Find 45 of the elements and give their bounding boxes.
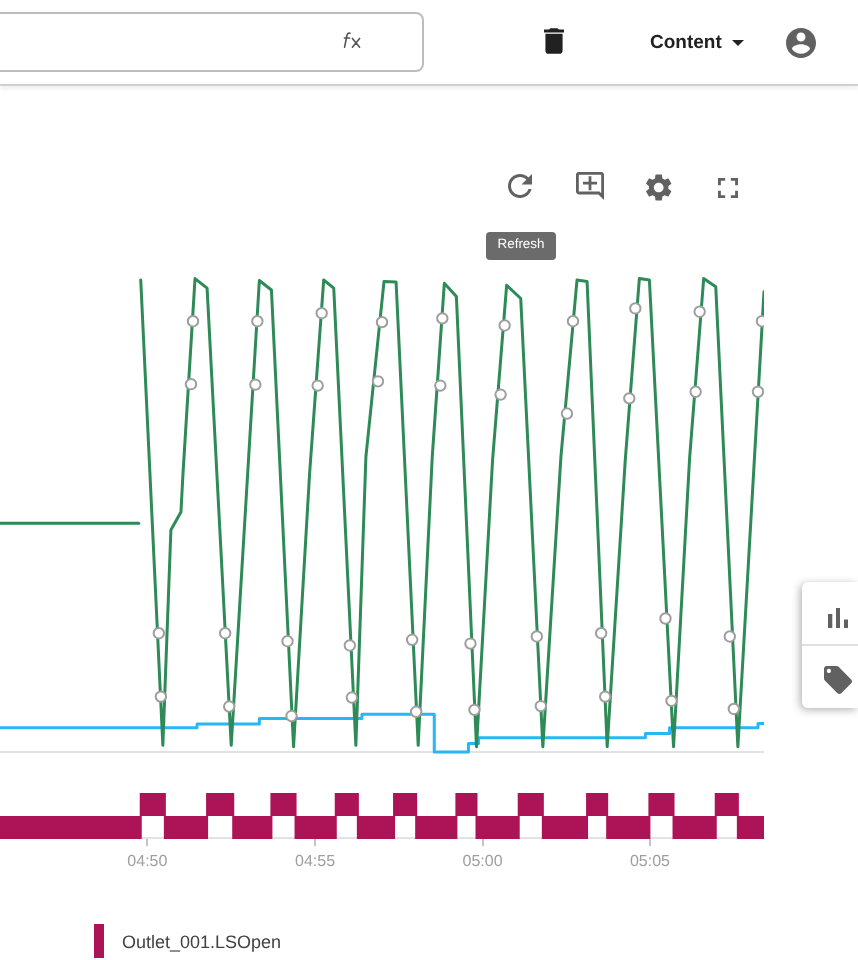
point bbox=[494, 388, 507, 401]
x-tick-label: 04:50 bbox=[127, 852, 169, 871]
point bbox=[311, 379, 324, 392]
point bbox=[285, 709, 298, 723]
point bbox=[751, 385, 764, 398]
point bbox=[315, 306, 328, 320]
point bbox=[723, 630, 737, 643]
point bbox=[371, 375, 385, 388]
point bbox=[530, 630, 544, 643]
point bbox=[409, 705, 423, 718]
point bbox=[343, 639, 357, 652]
point bbox=[436, 312, 449, 325]
point bbox=[566, 315, 580, 328]
x-tick-label: 05:05 bbox=[629, 852, 672, 871]
point bbox=[534, 699, 548, 713]
point bbox=[152, 626, 166, 640]
point bbox=[623, 392, 636, 405]
point bbox=[629, 302, 642, 315]
x-tick-label: 05:00 bbox=[462, 852, 504, 871]
text: Content bbox=[650, 31, 722, 53]
point bbox=[693, 305, 706, 318]
point bbox=[727, 702, 741, 716]
point bbox=[251, 315, 264, 328]
point bbox=[345, 691, 359, 704]
x-tick-label: 04:55 bbox=[295, 852, 337, 871]
point bbox=[464, 637, 477, 650]
point bbox=[434, 379, 447, 392]
point bbox=[218, 626, 232, 640]
point bbox=[659, 612, 672, 625]
point bbox=[468, 703, 481, 717]
point bbox=[498, 319, 511, 332]
point bbox=[594, 626, 608, 640]
point bbox=[154, 690, 168, 703]
point bbox=[598, 690, 612, 703]
point bbox=[281, 635, 294, 648]
point bbox=[665, 694, 678, 708]
point bbox=[689, 385, 702, 398]
point bbox=[375, 315, 389, 329]
point bbox=[249, 378, 262, 391]
point bbox=[186, 315, 200, 328]
point bbox=[223, 700, 236, 713]
point bbox=[184, 377, 198, 391]
legend-label: Outlet_001.LSOpen bbox=[122, 931, 282, 951]
point bbox=[405, 633, 419, 646]
point bbox=[560, 407, 574, 420]
